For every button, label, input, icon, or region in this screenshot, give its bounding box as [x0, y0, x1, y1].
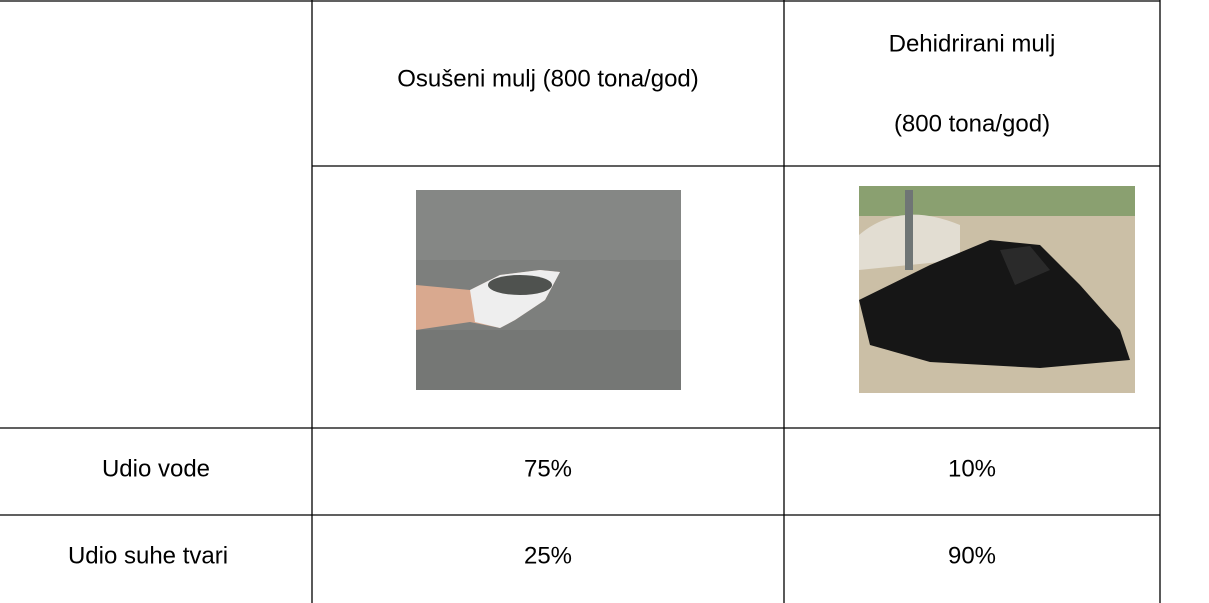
cell: 10%	[948, 455, 996, 482]
photo-dried-sludge	[416, 190, 681, 390]
cell: 90%	[948, 542, 996, 569]
cell: 75%	[524, 455, 572, 482]
column-header: Dehidrirani mulj	[889, 30, 1056, 57]
photo-dehydrated-sludge	[859, 186, 1135, 393]
row-label: Udio vode	[102, 455, 210, 482]
column-header: (800 tona/god)	[894, 110, 1050, 137]
row-label: Udio suhe tvari	[68, 542, 228, 569]
table-page: Osušeni mulj (800 tona/god) Dehidrirani …	[0, 0, 1209, 603]
cell: 25%	[524, 542, 572, 569]
column-header: Osušeni mulj (800 tona/god)	[397, 65, 699, 92]
